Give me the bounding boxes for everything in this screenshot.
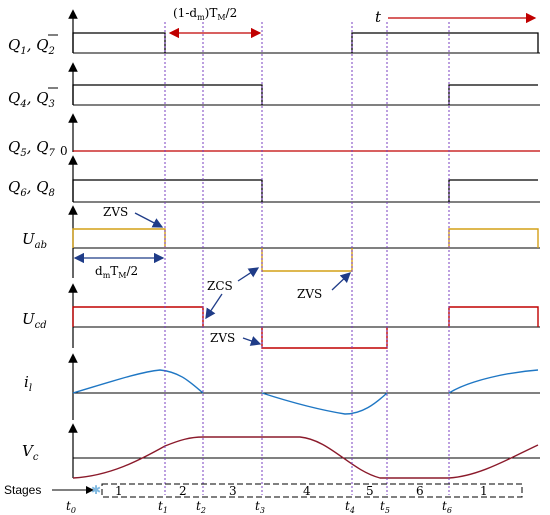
- label-zvs-uab: ZVS: [103, 205, 128, 219]
- il-hump-a: [72, 369, 204, 394]
- label-il: il: [24, 373, 32, 394]
- pulse-q1-b: [351, 32, 539, 53]
- ucd-pos-b: [448, 306, 539, 327]
- zero-label: 0: [60, 144, 68, 158]
- pulse-q4-a: [72, 84, 263, 105]
- time-markers: [164, 22, 450, 495]
- tick-t0: t0: [66, 499, 76, 515]
- annotation-deadtime: (1-dm)TM/2: [173, 6, 237, 22]
- tick-t3: t3: [255, 499, 265, 515]
- tick-t6: t6: [442, 499, 452, 515]
- tick-t5: t5: [380, 499, 390, 515]
- stage-start-star: ✱: [91, 483, 101, 497]
- ucd-pos-a: [72, 306, 204, 327]
- tick-t4: t4: [345, 499, 355, 515]
- il-hump-b: [448, 369, 539, 394]
- baselines: [73, 52, 540, 459]
- stage-3: 3: [229, 484, 237, 498]
- arrow-zvs-uab-neg: [331, 272, 351, 291]
- stage-6: 6: [416, 484, 424, 498]
- stages-box: [101, 483, 523, 498]
- ucd-neg: [261, 327, 388, 349]
- time-label-t: t: [375, 8, 382, 26]
- stage-numbers: 1 2 3 4 5 6 1: [115, 484, 488, 498]
- tick-t2: t2: [196, 499, 206, 515]
- label-zcs: ZCS: [207, 279, 233, 293]
- uab-pos-b: [448, 228, 539, 248]
- annotation-duty: dmTM/2: [95, 264, 138, 280]
- label-zvs-ucd: ZVS: [210, 331, 235, 345]
- stage-2: 2: [179, 484, 187, 498]
- pulse-q1-a: [72, 32, 166, 53]
- label-ucd: Ucd: [22, 310, 47, 331]
- label-zvs-ucd-neg: ZVS: [297, 287, 322, 301]
- pulse-q4-b: [448, 84, 538, 105]
- stage-1: 1: [115, 484, 123, 498]
- arrow-zcs: [205, 293, 223, 320]
- label-q4-q3: Q4, Q3: [8, 89, 55, 110]
- uab-pos-a: [72, 228, 166, 248]
- gate-signals: [72, 32, 539, 202]
- pulse-q6-b: [448, 179, 538, 202]
- label-uab: Uab: [22, 230, 47, 251]
- il-waveform: [72, 369, 539, 415]
- arrow-zvs-uab: [134, 212, 164, 228]
- ucd-waveform: [72, 306, 539, 349]
- label-q5-q7: Q5, Q7: [8, 138, 56, 159]
- stages-label: Stages: [4, 483, 41, 497]
- label-q1-q2: Q1, Q2: [8, 36, 55, 57]
- vc-waveform: [72, 436, 539, 479]
- tick-t1: t1: [158, 499, 168, 515]
- arrow-zvs-ucd: [242, 336, 262, 346]
- arrow-zcs-uab: [237, 267, 260, 282]
- uab-neg: [261, 248, 353, 272]
- label-q6-q8: Q6, Q8: [8, 178, 55, 199]
- pulse-q6-a: [72, 179, 263, 202]
- label-vc: Vc: [22, 442, 39, 463]
- stage-4: 4: [303, 484, 311, 498]
- stage-1b: 1: [480, 484, 488, 498]
- il-dip: [261, 392, 388, 415]
- uab-waveform: [72, 228, 539, 272]
- stage-5: 5: [366, 484, 374, 498]
